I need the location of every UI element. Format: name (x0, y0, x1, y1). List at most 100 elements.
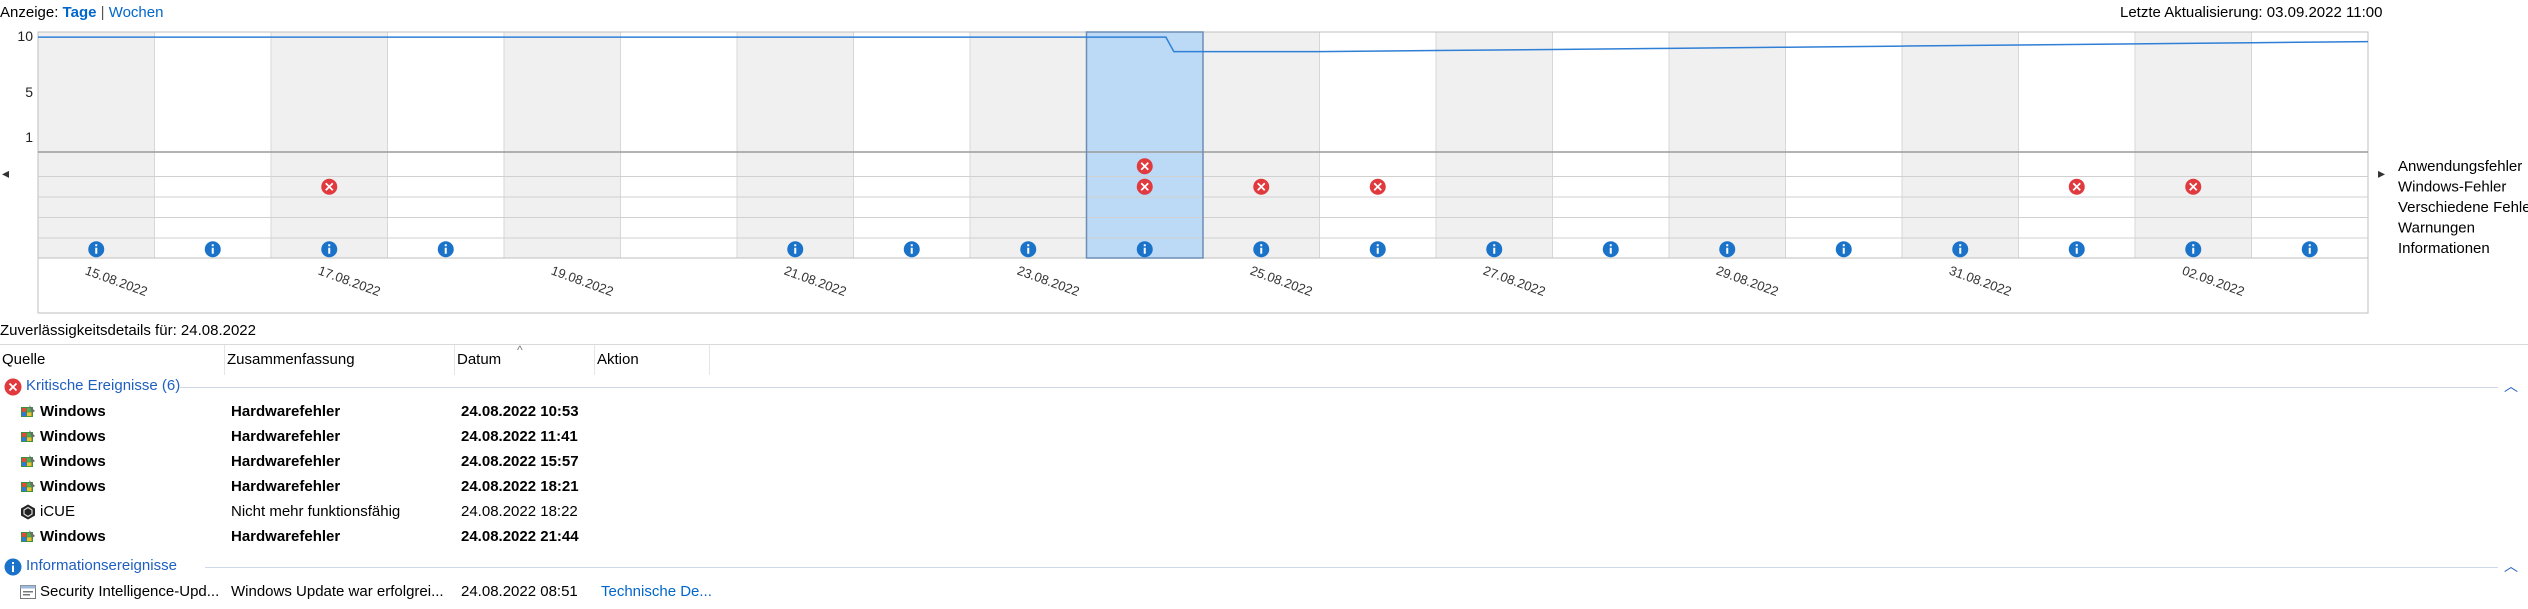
info-event-icon (1609, 247, 1612, 254)
column-date[interactable]: Datum ^ (455, 343, 595, 375)
day-column[interactable] (271, 32, 388, 258)
group-divider (205, 567, 2498, 568)
day-column[interactable] (1669, 32, 1786, 258)
day-column[interactable] (1319, 32, 1437, 258)
info-event-icon (1609, 244, 1612, 247)
column-action[interactable]: Aktion (595, 345, 710, 375)
row-source: Windows (40, 528, 106, 545)
info-event-icon (1260, 244, 1263, 247)
info-event-icon (444, 247, 447, 254)
info-event-icon (1726, 247, 1729, 254)
table-row[interactable]: Windows Hardwarefehler 24.08.2022 21:44 (0, 525, 2528, 550)
day-column[interactable] (1902, 32, 2019, 258)
info-event-icon (1260, 247, 1263, 254)
day-column[interactable] (2135, 32, 2252, 258)
table-row[interactable]: Security Intelligence-Upd... Windows Upda… (0, 580, 2528, 605)
day-column[interactable] (620, 32, 738, 258)
info-event-icon (1027, 244, 1030, 247)
collapse-icon[interactable]: ︿ (2504, 378, 2518, 394)
events-table: Quelle Zusammenfassung Datum ^ Aktion Kr… (0, 343, 2528, 609)
day-column[interactable] (1203, 32, 1320, 258)
info-event-icon (2075, 247, 2078, 254)
row-source: Windows (40, 478, 106, 495)
date-label: 31.08.2022 (1947, 263, 2013, 299)
info-event-icon (1027, 247, 1030, 254)
last-update: Letzte Aktualisierung: 03.09.2022 11:00 (2120, 4, 2383, 21)
view-separator: | (100, 4, 105, 21)
sort-ascending-icon: ^ (517, 343, 523, 357)
info-event-icon (1959, 247, 1962, 254)
row-date: 24.08.2022 11:41 (461, 428, 578, 445)
day-column[interactable] (1785, 32, 1903, 258)
error-event-icon (2189, 182, 2198, 191)
info-event-icon (910, 244, 913, 247)
top-bar: Anzeige: Tage | Wochen Letzte Aktualisie… (0, 4, 2528, 26)
table-row[interactable]: Windows Hardwarefehler 24.08.2022 11:41 (0, 425, 2528, 450)
table-row[interactable]: Windows Hardwarefehler 24.08.2022 18:21 (0, 475, 2528, 500)
row-date: 24.08.2022 10:53 (461, 403, 579, 420)
y-tick-label: 10 (17, 30, 33, 44)
error-event-icon (2072, 182, 2081, 191)
information-icon (4, 558, 22, 576)
date-label: 17.08.2022 (316, 263, 382, 299)
windows-icon (21, 455, 35, 467)
row-action-link[interactable]: Technische De... (601, 583, 711, 600)
date-label: 02.09.2022 (2180, 263, 2246, 299)
day-column[interactable] (2251, 32, 2369, 258)
row-date: 24.08.2022 08:51 (461, 583, 578, 600)
y-tick-label: 5 (25, 84, 33, 100)
column-source[interactable]: Quelle (0, 345, 225, 375)
date-label: 29.08.2022 (1714, 263, 1780, 299)
info-event-icon (211, 247, 214, 254)
scroll-right-icon[interactable]: ▸ (2378, 165, 2385, 181)
row-summary: Hardwarefehler (231, 528, 341, 545)
day-column[interactable] (38, 32, 155, 258)
table-row[interactable]: iCUE Nicht mehr funktionsfähig 24.08.2022 … (0, 500, 2528, 525)
error-event-icon (1257, 182, 1266, 191)
row-source: Windows (40, 403, 106, 420)
collapse-icon[interactable]: ︿ (2504, 558, 2518, 574)
error-event-icon (1373, 182, 1382, 191)
group-divider (180, 387, 2498, 388)
icue-icon (21, 504, 35, 520)
row-summary: Hardwarefehler (231, 478, 341, 495)
information-events-group[interactable]: Informationsereignisse ︿ (0, 555, 2528, 579)
info-event-icon (95, 247, 98, 254)
info-event-icon (910, 247, 913, 254)
info-event-icon (2192, 244, 2195, 247)
stability-line (38, 36, 2369, 53)
info-event-icon (1493, 247, 1496, 254)
day-column[interactable] (1086, 32, 1204, 258)
row-date: 24.08.2022 15:57 (461, 453, 579, 470)
column-summary-label: Zusammenfassung (227, 351, 355, 368)
info-event-icon (444, 244, 447, 247)
day-column[interactable] (853, 32, 971, 258)
day-column[interactable] (1436, 32, 1553, 258)
day-column[interactable] (504, 32, 621, 258)
info-event-icon (794, 244, 797, 247)
info-event-icon (1842, 244, 1845, 247)
column-summary[interactable]: Zusammenfassung (225, 345, 455, 375)
view-days-link[interactable]: Tage (62, 4, 97, 21)
view-weeks-link[interactable]: Wochen (108, 4, 164, 21)
day-column[interactable] (737, 32, 854, 258)
critical-events-group[interactable]: Kritische Ereignisse (6) ︿ (0, 375, 2528, 399)
day-column[interactable] (1552, 32, 1670, 258)
day-column[interactable] (970, 32, 1087, 258)
day-column[interactable] (387, 32, 505, 258)
legend-informationen: Informationen (2398, 240, 2490, 257)
day-column[interactable] (154, 32, 272, 258)
table-row[interactable]: Windows Hardwarefehler 24.08.2022 15:57 (0, 450, 2528, 475)
info-event-icon (1959, 244, 1962, 247)
view-label: Anzeige: (0, 4, 59, 21)
update-icon (20, 585, 36, 599)
row-summary: Hardwarefehler (231, 453, 341, 470)
table-row[interactable]: Windows Hardwarefehler 24.08.2022 10:53 (0, 400, 2528, 425)
scroll-left-icon[interactable]: ◂ (2, 165, 9, 181)
day-column[interactable] (2018, 32, 2136, 258)
info-event-icon (1143, 244, 1146, 247)
date-label: 21.08.2022 (782, 263, 848, 299)
row-date: 24.08.2022 18:22 (461, 503, 578, 520)
row-date: 24.08.2022 18:21 (461, 478, 579, 495)
info-event-icon (328, 247, 331, 254)
